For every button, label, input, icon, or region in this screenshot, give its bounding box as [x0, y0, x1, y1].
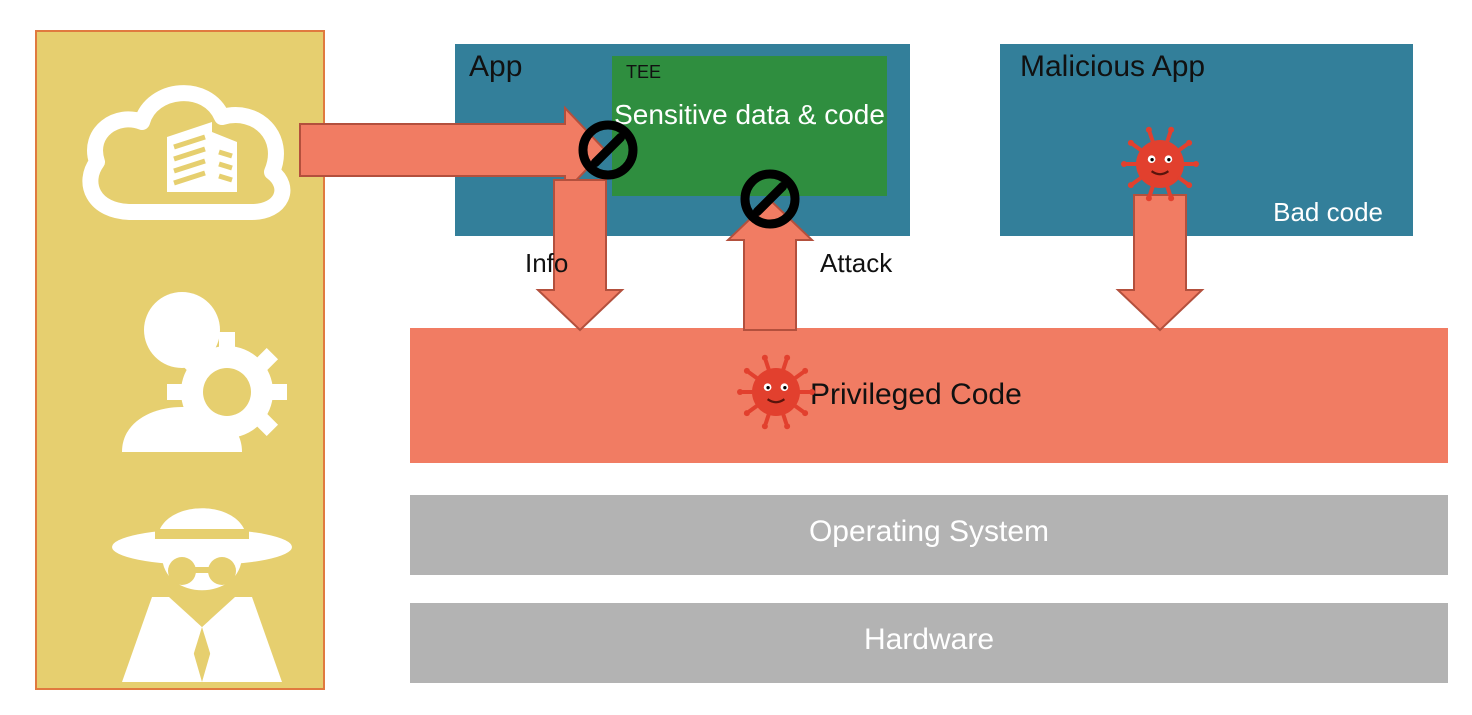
tee-label: TEE — [626, 62, 661, 83]
hw-label: Hardware — [410, 623, 1448, 657]
attackers-panel — [35, 30, 325, 690]
app-label: App — [469, 50, 522, 84]
hardware-layer: Hardware — [410, 603, 1448, 683]
os-layer: Operating System — [410, 495, 1448, 575]
malicious-app-box: Malicious App Bad code — [1000, 44, 1413, 236]
attack-arrow-label: Attack — [820, 248, 892, 279]
privileged-label: Privileged Code — [810, 378, 1022, 412]
privileged-layer: Privileged Code — [410, 328, 1448, 463]
spy-icon — [97, 487, 307, 687]
cloud-enterprise-icon — [62, 62, 302, 242]
tee-box: TEE Sensitive data & code — [612, 56, 887, 196]
malicious-app-label: Malicious App — [1020, 50, 1205, 84]
user-gear-icon — [102, 282, 302, 472]
bad-code-label: Bad code — [1273, 197, 1383, 228]
info-arrow-label: Info — [525, 248, 568, 279]
os-label: Operating System — [410, 515, 1448, 549]
tee-sublabel: Sensitive data & code — [612, 98, 887, 132]
